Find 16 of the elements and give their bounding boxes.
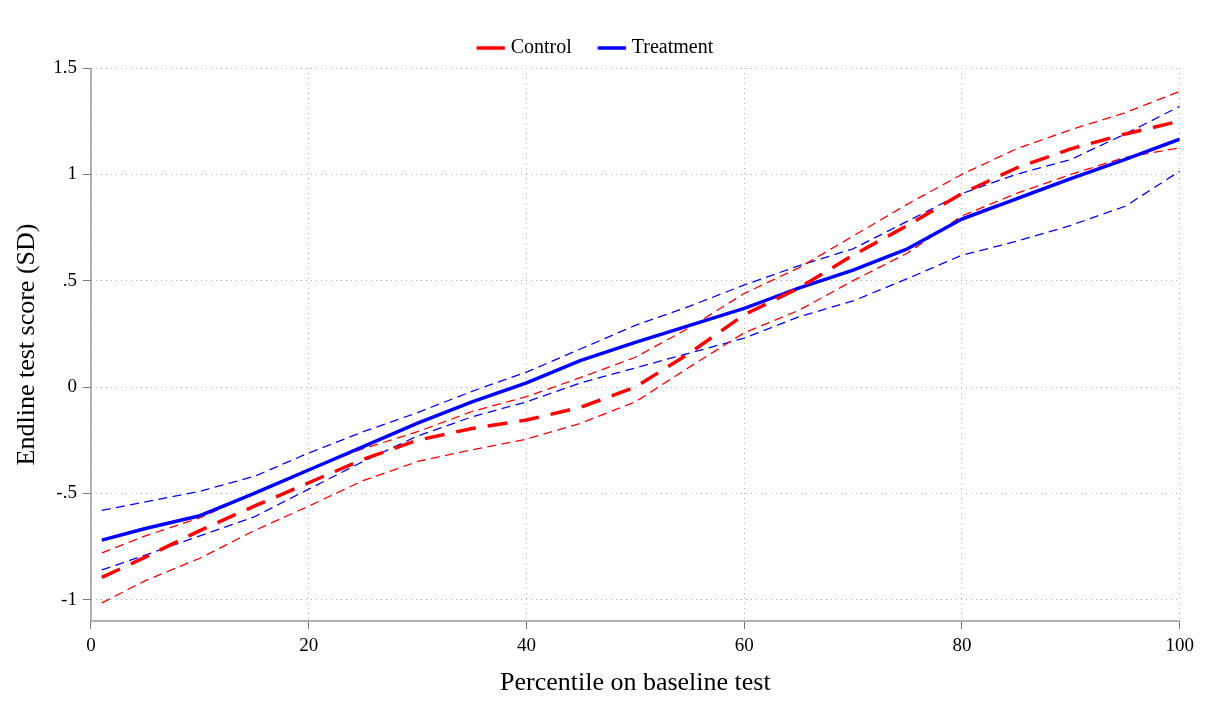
- x-tick-label: 80: [952, 634, 972, 656]
- legend-label: Treatment: [631, 35, 714, 58]
- x-tick-label: 60: [734, 634, 754, 656]
- y-tick-label: -.5: [56, 481, 77, 503]
- x-tick-label: 100: [1165, 634, 1194, 656]
- y-tick-label: -1: [61, 587, 77, 609]
- x-tick-label: 20: [299, 634, 319, 656]
- y-tick-label: 0: [67, 375, 77, 397]
- y-tick-label: 1: [67, 162, 77, 184]
- x-axis-title: Percentile on baseline test: [499, 667, 772, 697]
- x-tick-label: 0: [86, 634, 96, 656]
- y-axis-title: Endline test score (SD): [11, 223, 41, 466]
- legend-label: Control: [510, 35, 573, 58]
- y-tick-label: .5: [62, 268, 77, 290]
- x-tick-label: 40: [516, 634, 536, 656]
- y-tick-label: 1.5: [53, 55, 77, 77]
